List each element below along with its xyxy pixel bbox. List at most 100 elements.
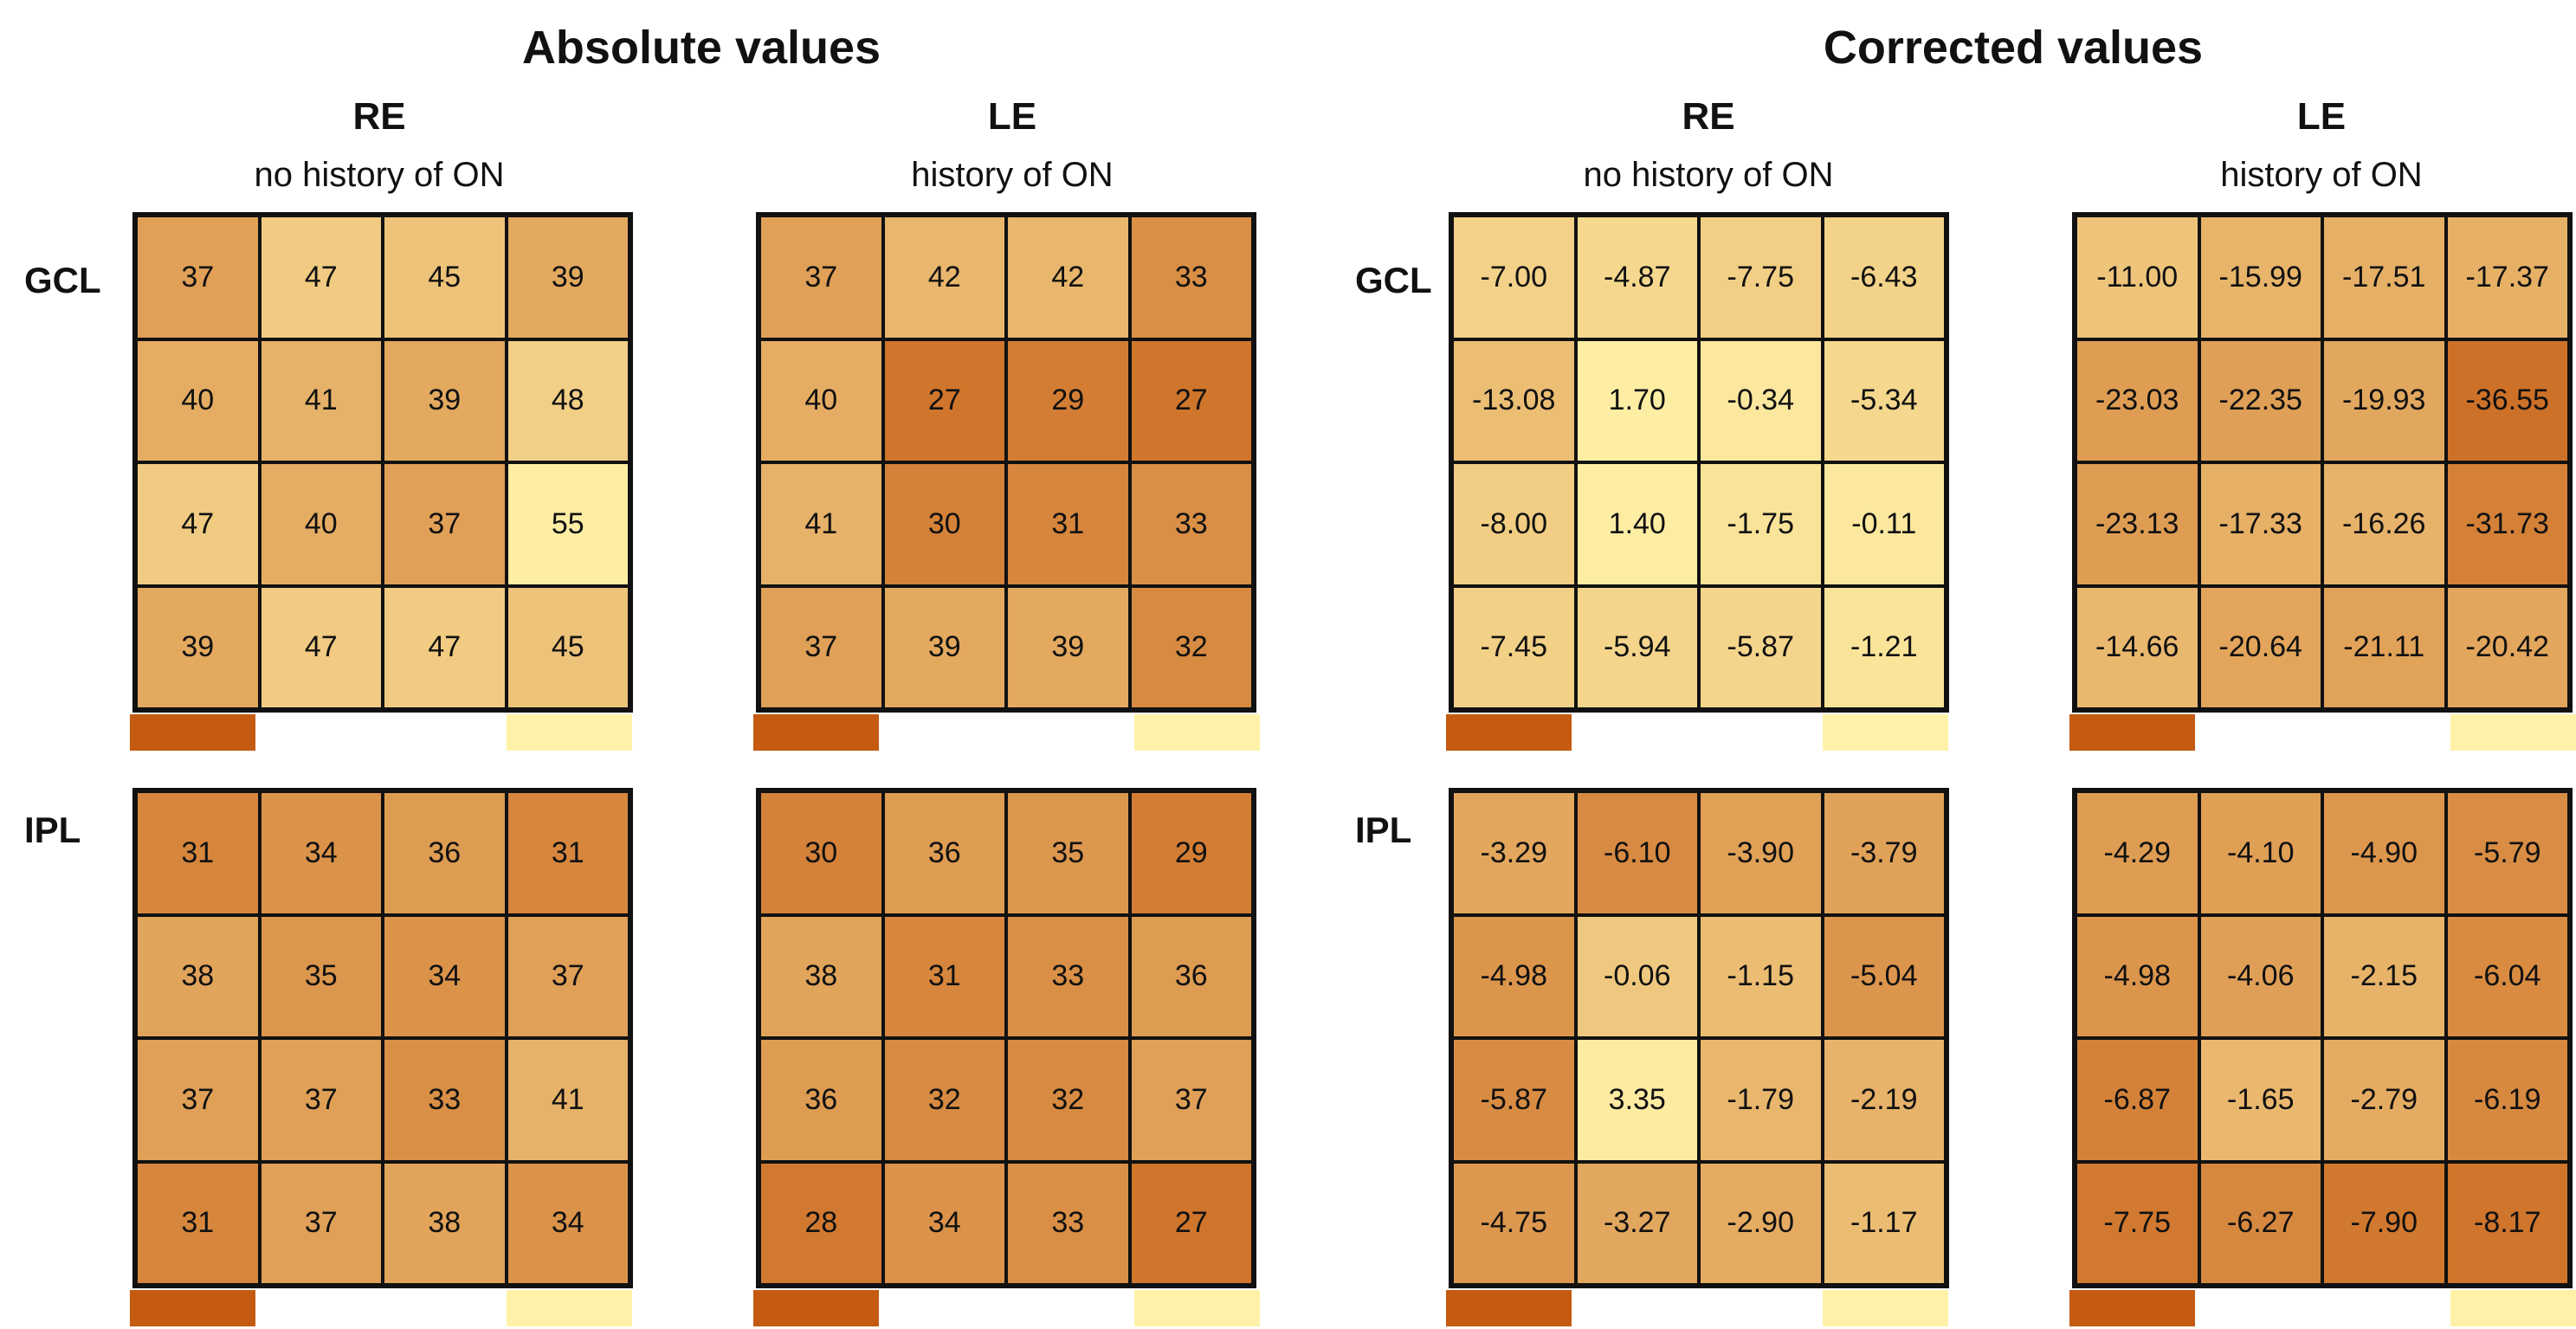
heatmap-cell: -1.17: [1822, 1161, 1946, 1285]
color-scale-low-swatch: [2069, 1290, 2195, 1326]
heatmap-cell: 38: [383, 1161, 507, 1285]
heatmap-cell: 37: [259, 1161, 383, 1285]
heatmap-corrected-re-gcl: -7.00 -4.87 -7.75 -6.43 -13.08 1.70 -0.34 -5.34…: [1449, 212, 1949, 713]
color-scale-high-swatch: [1823, 1290, 1948, 1326]
heatmap-corrected-le-ipl: -4.29 -4.10 -4.90 -5.79 -4.98 -4.06 -2.15 -6.04…: [2072, 788, 2573, 1288]
heatmap-cell: -6.27: [2198, 1161, 2322, 1285]
heatmap-cell: 33: [1129, 216, 1253, 339]
panel-eye-label: LE: [987, 95, 1037, 138]
heatmap-cell: -3.27: [1575, 1161, 1699, 1285]
heatmap-cell: 33: [383, 1038, 507, 1162]
heatmap-cell: -2.90: [1699, 1161, 1823, 1285]
heatmap-cell: 3.35: [1575, 1038, 1699, 1162]
heatmap-corrected-re-ipl: -3.29 -6.10 -3.90 -3.79 -4.98 -0.06 -1.15 -5.04…: [1449, 788, 1949, 1288]
heatmap-cell: 37: [1129, 1038, 1253, 1162]
heatmap-cell: 40: [136, 339, 260, 462]
heatmap-cell: 39: [383, 339, 507, 462]
heatmap-cell: 47: [259, 585, 383, 709]
heatmap-cell: -3.90: [1699, 791, 1823, 915]
heatmap-cell: 31: [136, 791, 260, 915]
color-scale-low-swatch: [753, 1290, 879, 1326]
heatmap-cell: -6.87: [2076, 1038, 2199, 1162]
heatmap-cell: -4.98: [2076, 914, 2199, 1038]
heatmap-cell: 41: [506, 1038, 629, 1162]
heatmap-cell: 34: [259, 791, 383, 915]
heatmap-cell: 35: [259, 914, 383, 1038]
heatmap-cell: 39: [1006, 585, 1130, 709]
heatmap-cell: -3.29: [1452, 791, 1576, 915]
heatmap-cell: 27: [1129, 339, 1253, 462]
heatmap-cell: -11.00: [2076, 216, 2199, 339]
heatmap-cell: 37: [383, 462, 507, 586]
row-label-gcl: GCL: [1355, 260, 1432, 300]
heatmap-cell: 32: [1129, 585, 1253, 709]
row-label-ipl: IPL: [1355, 810, 1412, 850]
heatmap-cell: 45: [383, 216, 507, 339]
heatmap-cell: 33: [1006, 1161, 1130, 1285]
heatmap-cell: -4.75: [1452, 1161, 1576, 1285]
heatmap-cell: -6.19: [2445, 1038, 2569, 1162]
heatmap-cell: 39: [136, 585, 260, 709]
heatmap-cell: 27: [1129, 1161, 1253, 1285]
heatmap-cell: -36.55: [2445, 339, 2569, 462]
heatmap-cell: 35: [1006, 791, 1130, 915]
heatmap-cell: 37: [759, 216, 883, 339]
heatmap-cell: 40: [759, 339, 883, 462]
color-scale-high-swatch: [1823, 714, 1948, 751]
heatmap-absolute-re-ipl: 31 34 36 31 38 35 34 37 37 37 33 41 31 37 38 34: [132, 788, 633, 1288]
heatmap-cell: 40: [259, 462, 383, 586]
heatmap-cell: -20.42: [2445, 585, 2569, 709]
heatmap-absolute-le-ipl: 30 36 35 29 38 31 33 36 36 32 32 37 28 34 33 27: [756, 788, 1256, 1288]
heatmap-cell: 32: [882, 1038, 1006, 1162]
heatmap-cell: 37: [259, 1038, 383, 1162]
heatmap-cell: 34: [383, 914, 507, 1038]
color-scale-low-swatch: [753, 714, 879, 751]
panel-eye-label: RE: [1682, 95, 1735, 138]
heatmap-cell: 55: [506, 462, 629, 586]
heatmap-cell: -8.17: [2445, 1161, 2569, 1285]
heatmap-cell: -1.15: [1699, 914, 1823, 1038]
panel-history-label: history of ON: [911, 156, 1114, 194]
panel-history-label: history of ON: [2220, 156, 2423, 194]
heatmap-cell: 30: [759, 791, 883, 915]
heatmap-cell: 39: [882, 585, 1006, 709]
heatmap-cell: -1.75: [1699, 462, 1823, 586]
heatmap-cell: -15.99: [2198, 216, 2322, 339]
heatmap-cell: -4.29: [2076, 791, 2199, 915]
heatmap-cell: -4.87: [1575, 216, 1699, 339]
heatmap-cell: -7.00: [1452, 216, 1576, 339]
heatmap-cell: 33: [1129, 462, 1253, 586]
heatmap-cell: 38: [759, 914, 883, 1038]
heatmap-absolute-le-gcl: 37 42 42 33 40 27 29 27 41 30 31 33 37 39 39 32: [756, 212, 1256, 713]
heatmap-cell: 1.70: [1575, 339, 1699, 462]
heatmap-cell: -5.04: [1822, 914, 1946, 1038]
heatmap-cell: -23.13: [2076, 462, 2199, 586]
heatmap-cell: -3.79: [1822, 791, 1946, 915]
heatmap-cell: 48: [506, 339, 629, 462]
panel-eye-label: RE: [352, 95, 406, 138]
color-scale-low-swatch: [2069, 714, 2195, 751]
heatmap-cell: -31.73: [2445, 462, 2569, 586]
heatmap-cell: 31: [506, 791, 629, 915]
heatmap-cell: 41: [259, 339, 383, 462]
heatmap-cell: -5.79: [2445, 791, 2569, 915]
heatmap-cell: -21.11: [2322, 585, 2446, 709]
heatmap-cell: -5.87: [1699, 585, 1823, 709]
heatmap-cell: 39: [506, 216, 629, 339]
heatmap-cell: -16.26: [2322, 462, 2446, 586]
heatmap-cell: 37: [136, 1038, 260, 1162]
heatmap-corrected-le-gcl: -11.00 -15.99 -17.51 -17.37 -23.03 -22.35 -19.…: [2072, 212, 2573, 713]
panel-history-label: no history of ON: [254, 156, 505, 194]
heatmap-cell: -1.79: [1699, 1038, 1823, 1162]
heatmap-cell: -22.35: [2198, 339, 2322, 462]
heatmap-cell: -5.34: [1822, 339, 1946, 462]
heatmap-cell: -4.98: [1452, 914, 1576, 1038]
heatmap-cell: 36: [1129, 914, 1253, 1038]
heatmap-cell: 28: [759, 1161, 883, 1285]
heatmap-cell: -19.93: [2322, 339, 2446, 462]
heatmap-cell: 31: [882, 914, 1006, 1038]
heatmap-absolute-re-gcl: 37 47 45 39 40 41 39 48 47 40 37 55 39 47 47 45: [132, 212, 633, 713]
color-scale-high-swatch: [507, 714, 632, 751]
heatmap-cell: -2.79: [2322, 1038, 2446, 1162]
color-scale-low-swatch: [130, 714, 255, 751]
